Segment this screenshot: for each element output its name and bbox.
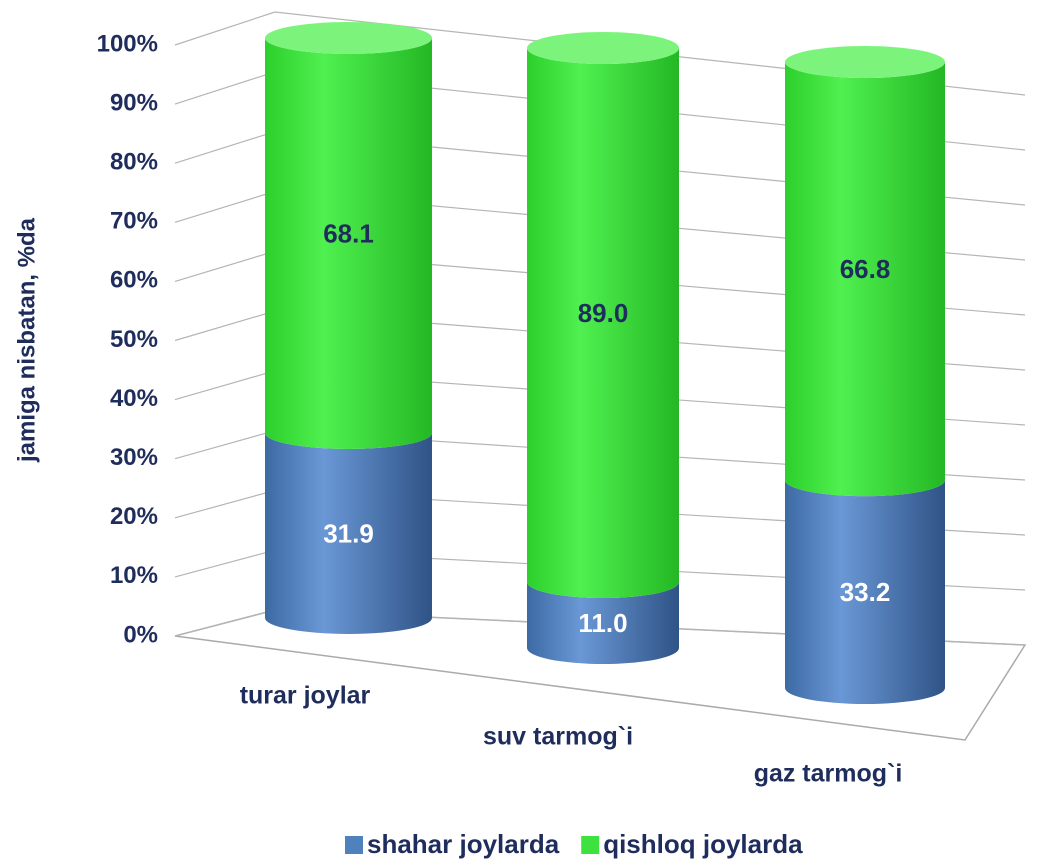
x-tick-label: suv tarmog`i [483, 723, 633, 751]
legend-label: shahar joylarda [367, 829, 560, 859]
cylinder-top [265, 22, 432, 54]
grid-line [174, 11, 1026, 96]
value-label: 31.9 [323, 518, 374, 548]
y-tick-label: 10% [110, 562, 158, 589]
cylinder-top [785, 46, 945, 78]
y-tick-label: 80% [110, 149, 158, 176]
y-axis-label: jamiga nisbatan, %da [13, 217, 40, 463]
value-label: 89.0 [578, 298, 629, 328]
x-tick-label: gaz tarmog`i [754, 760, 903, 788]
value-label: 68.1 [323, 218, 374, 248]
y-tick-label: 20% [110, 503, 158, 530]
cylinder-segment [265, 432, 432, 634]
cylinder-segment [265, 38, 432, 449]
y-tick-label: 60% [110, 267, 158, 294]
legend-swatch [581, 836, 600, 854]
value-label: 33.2 [840, 577, 891, 607]
y-tick-label: 100% [97, 30, 158, 57]
y-tick-label: 70% [110, 208, 158, 235]
y-tick-label: 30% [110, 444, 158, 471]
cylinder-segment [527, 582, 679, 664]
y-tick-label: 90% [110, 89, 158, 116]
cylinder-segment [527, 48, 679, 598]
cylinder-top [527, 32, 679, 64]
value-label: 66.8 [840, 254, 891, 284]
y-tick-label: 0% [123, 621, 158, 648]
legend-swatch [345, 836, 363, 854]
legend-label: qishloq joylarda [603, 829, 803, 859]
value-label: 11.0 [578, 608, 627, 638]
cylinder-segment [785, 62, 945, 497]
y-tick-label: 40% [110, 385, 158, 412]
x-tick-label: turar joylar [240, 682, 371, 710]
y-tick-label: 50% [110, 326, 158, 353]
cylinder-segment [785, 480, 945, 704]
